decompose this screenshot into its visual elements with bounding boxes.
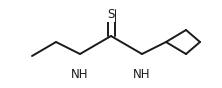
Text: NH: NH [71, 68, 89, 81]
Text: S: S [107, 8, 115, 21]
Text: NH: NH [133, 68, 151, 81]
